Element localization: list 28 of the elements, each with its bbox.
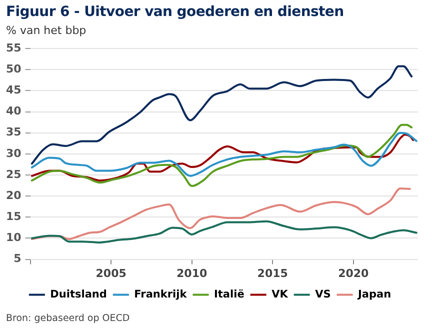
- legend-label: VK: [272, 288, 289, 300]
- x-tick-label: 2015: [257, 266, 288, 280]
- text: Bron: gebaseerd op OECD: [6, 313, 130, 324]
- y-tick-label: 15: [6, 210, 22, 224]
- legend-label: Duitsland: [50, 288, 107, 300]
- y-tick-label: 25: [6, 168, 22, 181]
- y-tick-label: 40: [6, 104, 22, 118]
- legend-label: Italië: [214, 288, 244, 300]
- line-series: [30, 65, 413, 165]
- y-tick-label: 55: [6, 41, 22, 54]
- y-tick-label: 10: [6, 231, 22, 244]
- y-tick-label: 35: [6, 126, 22, 139]
- line-series: [30, 188, 411, 240]
- y-tick-label: 30: [6, 146, 22, 160]
- chart-subtitle: % van het bbp: [6, 24, 86, 37]
- legend-label: Frankrijk: [134, 288, 188, 300]
- y-tick-label: 45: [6, 84, 22, 97]
- legend-label: Japan: [357, 288, 392, 300]
- x-tick-label: 2010: [176, 266, 208, 280]
- line-series: [30, 124, 413, 187]
- x-tick-label: 2005: [96, 266, 126, 280]
- y-tick-label: 20: [6, 188, 22, 202]
- x-tick-label: 2020: [338, 266, 370, 280]
- line-series: [30, 220, 418, 244]
- legend-label: VS: [315, 288, 331, 300]
- y-tick-label: 50: [6, 62, 22, 76]
- chart-title: Figuur 6 - Uitvoer van goederen en diensten: [6, 4, 344, 20]
- y-tick-label: 5: [14, 252, 22, 266]
